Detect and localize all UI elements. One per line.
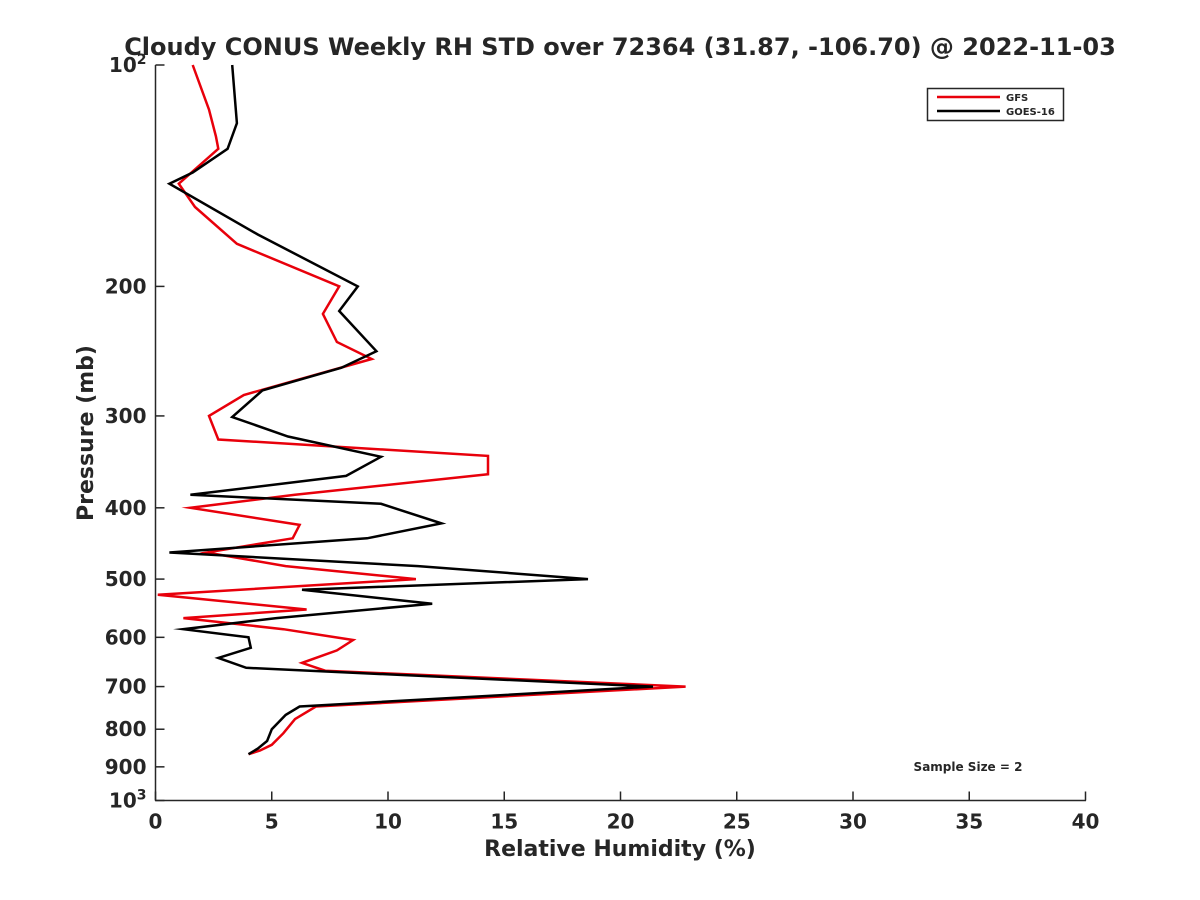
y-tick-label: 400 [105,496,147,520]
x-ticks: 0 5 10 15 20 25 30 35 40 [149,791,1100,834]
legend: GFS GOES-16 [926,87,1065,122]
y-tick-label: 500 [105,567,147,591]
series-line-goes16 [166,64,654,756]
x-axis-label: Relative Humidity (%) [484,837,756,862]
x-tick-label: 0 [149,810,163,834]
y-tick-label: 300 [105,404,147,428]
legend-label-gfs: GFS [1006,93,1028,104]
x-tick-label: 10 [374,810,402,834]
series-line-gfs [157,64,686,756]
y-tick-label: 900 [105,755,147,779]
y-tick-label: 103 [109,788,147,813]
y-tick-label: 102 [109,52,147,77]
y-axis-label: Pressure (mb) [74,345,99,521]
sample-size-annotation: Sample Size = 2 [914,760,1023,774]
x-tick-label: 20 [607,810,635,834]
y-tick-label: 600 [105,625,147,649]
y-tick-label: 800 [105,717,147,741]
x-tick-label: 25 [723,810,751,834]
legend-box [926,87,1065,122]
y-tick-label: 700 [105,675,147,699]
legend-label-goes16: GOES-16 [1006,107,1055,118]
x-tick-label: 35 [955,810,983,834]
y-tick-label: 200 [105,274,147,298]
x-tick-label: 5 [265,810,279,834]
x-tick-label: 40 [1072,810,1100,834]
x-tick-label: 15 [490,810,518,834]
chart-title: Cloudy CONUS Weekly RH STD over 72364 (3… [124,33,1116,61]
series-layer [157,64,686,756]
x-tick-label: 30 [839,810,867,834]
y-ticks: 102 200 300 400 500 600 700 800 900 103 [105,52,165,813]
